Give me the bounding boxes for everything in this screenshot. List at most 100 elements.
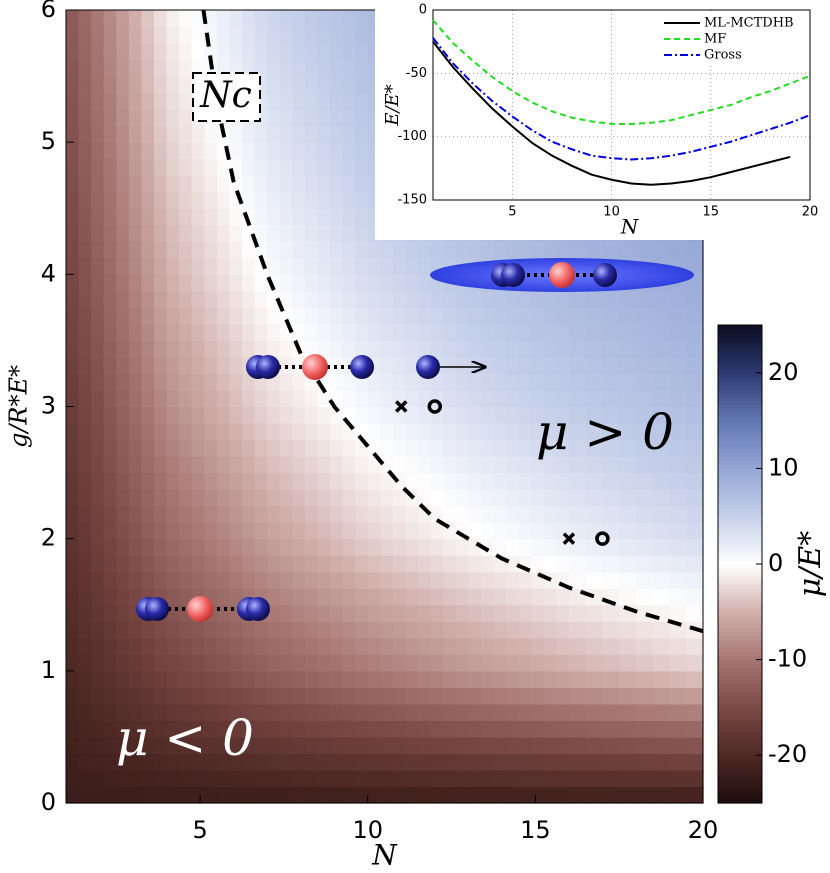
contour-cell [292,76,306,94]
contour-cell [91,241,105,259]
contour-cell [455,489,469,507]
contour-cell [686,241,704,259]
contour-cell [103,555,117,573]
contour-cell [367,307,381,325]
contour-cell [78,10,92,28]
contour-cell [292,753,306,771]
contour-cell [585,241,604,259]
contour-cell [78,621,92,639]
contour-cell [267,505,281,523]
contour-cell [330,786,344,804]
contour-cell [267,588,281,606]
contour-cell [166,439,180,457]
contour-cell [686,555,704,573]
contour-cell [330,423,344,441]
contour-cell [392,604,407,622]
contour-cell [635,588,654,606]
contour-cell [342,538,356,556]
contour-cell [556,670,570,688]
contour-cell [619,571,637,589]
contour-cell [279,555,293,573]
contour-cell [191,142,205,160]
contour-cell [91,522,105,540]
contour-cell [686,356,704,375]
contour-cell [166,720,180,738]
contour-cell [585,290,604,308]
contour-cell [179,241,193,259]
contour-cell [292,10,306,28]
contour-cell [267,142,281,160]
contour-cell [480,736,495,755]
contour-cell [556,456,570,474]
contour-cell [216,208,231,226]
contour-cell [455,373,469,391]
contour-cell [619,456,637,474]
y-tick-label: -50 [406,66,427,81]
colorbar-swatch [718,484,762,489]
contour-cell [141,142,155,160]
contour-cell [355,340,369,358]
contour-cell [116,687,130,705]
contour-cell [229,522,243,540]
contour-cell [405,736,419,755]
contour-cell [66,489,80,507]
contour-cell [254,670,268,688]
contour-cell [556,505,570,523]
contour-cell [480,588,495,606]
contour-cell [518,670,532,688]
contour-cell [367,406,381,424]
contour-cell [103,43,117,61]
contour-cell [531,720,545,738]
contour-cell [267,208,281,226]
contour-cell [418,538,432,556]
contour-cell [91,670,105,688]
contour-cell [455,621,469,639]
contour-cell [669,670,687,688]
contour-cell [267,323,281,342]
contour-cell [686,703,704,721]
contour-cell [686,769,704,788]
contour-cell [304,621,319,639]
contour-cell [78,769,92,788]
contour-cell [128,736,143,755]
contour-cell [254,769,268,788]
contour-cell [367,588,381,606]
contour-cell [455,588,469,606]
colorbar-swatch [718,731,762,736]
contour-cell [405,555,419,573]
contour-cell [317,59,331,77]
contour-cell [242,522,256,540]
contour-cell [141,423,155,441]
contour-cell [506,241,520,259]
contour-cell [652,340,671,358]
contour-cell [430,439,444,457]
contour-cell [430,621,444,639]
contour-cell [342,571,356,589]
contour-cell [128,92,143,110]
contour-cell [279,274,293,292]
contour-cell [602,753,620,771]
contour-cell [568,703,587,721]
contour-cell [418,323,432,342]
contour-cell [635,356,654,375]
contour-cell [304,125,319,143]
contour-cell [103,175,117,193]
contour-cell [317,621,331,639]
contour-cell [254,175,268,193]
contour-cell [669,505,687,523]
contour-cell [191,340,205,358]
contour-cell [304,637,319,655]
contour-cell [518,423,532,441]
colorbar-swatch [718,328,762,334]
contour-cell [103,323,117,342]
contour-cell [443,736,457,755]
contour-cell [652,489,671,507]
colorbar-swatch [718,464,762,469]
contour-cell [355,720,369,738]
contour-cell [443,456,457,474]
contour-cell [367,769,381,788]
contour-cell [128,175,143,193]
contour-cell [116,175,130,193]
colorbar-swatch [718,360,762,366]
contour-cell [154,439,168,457]
